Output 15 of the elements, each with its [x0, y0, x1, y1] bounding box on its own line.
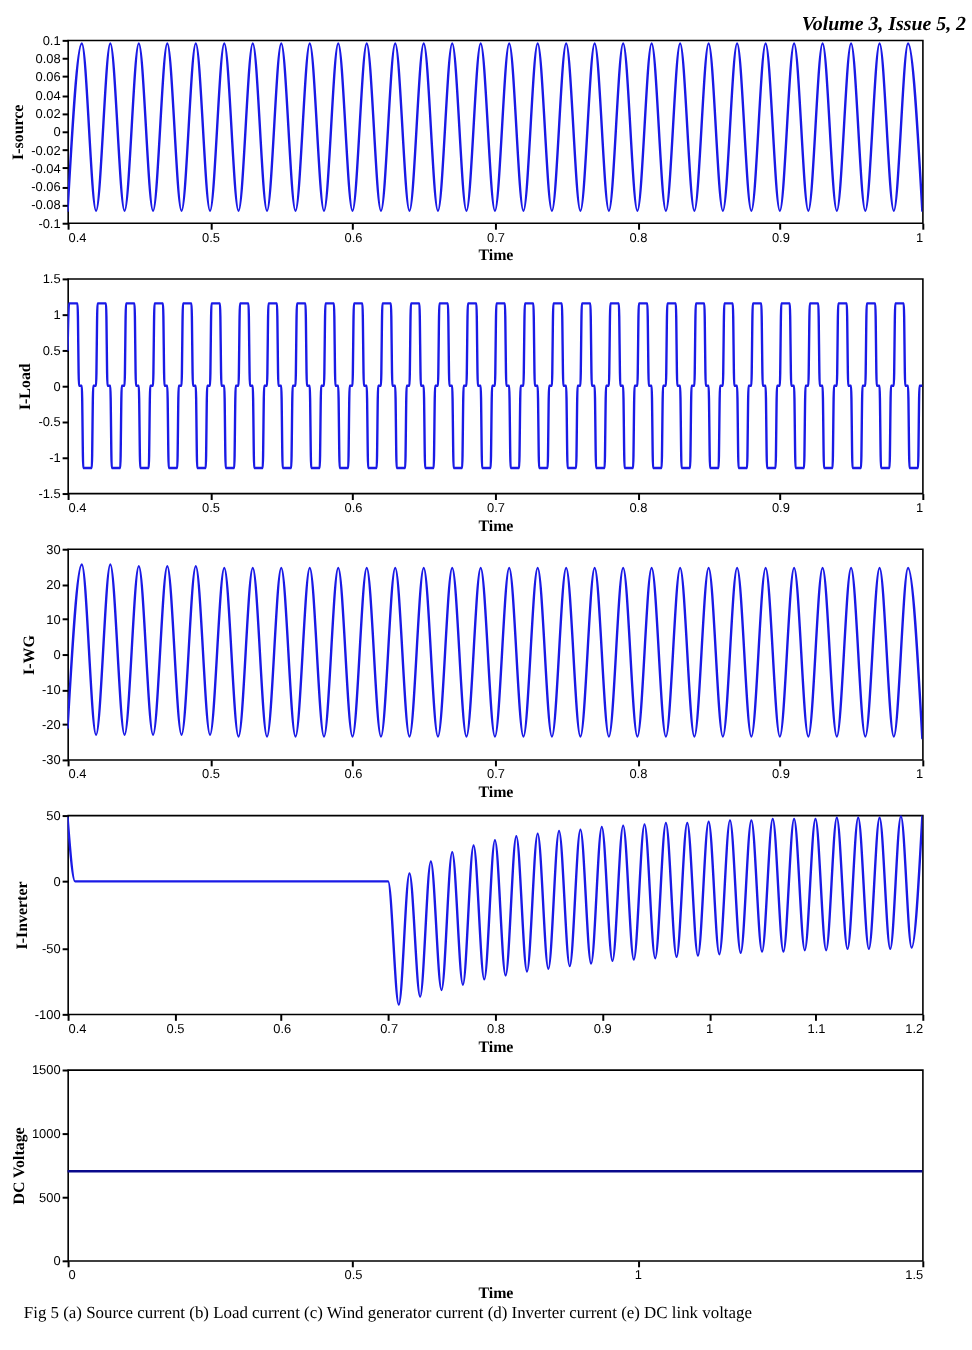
caption: Fig 5 (a) Source current (b) Load current (c) Wind generator current (d) Inverter current (e) DC link voltage: [23, 1301, 753, 1322]
y-axis-title: I-WG: [20, 635, 38, 675]
x-axis-title: Time: [478, 516, 515, 535]
y-axis-title: I-Load: [16, 362, 35, 411]
y-axis-title: I-source: [9, 103, 28, 160]
x-axis-title: Time: [478, 783, 515, 802]
x-axis-title: Time: [478, 1037, 515, 1056]
x-axis-title: Time: [478, 246, 515, 265]
y-axis-title: DC Voltage: [9, 1126, 28, 1205]
y-axis-title: I-Inverter: [12, 880, 31, 950]
line-series: [67, 563, 923, 740]
line-series: [67, 302, 923, 470]
text: Volume 3, Issue 5, 2: [801, 13, 967, 36]
line-series: [67, 815, 923, 1006]
x-axis-title: Time: [478, 1284, 515, 1303]
